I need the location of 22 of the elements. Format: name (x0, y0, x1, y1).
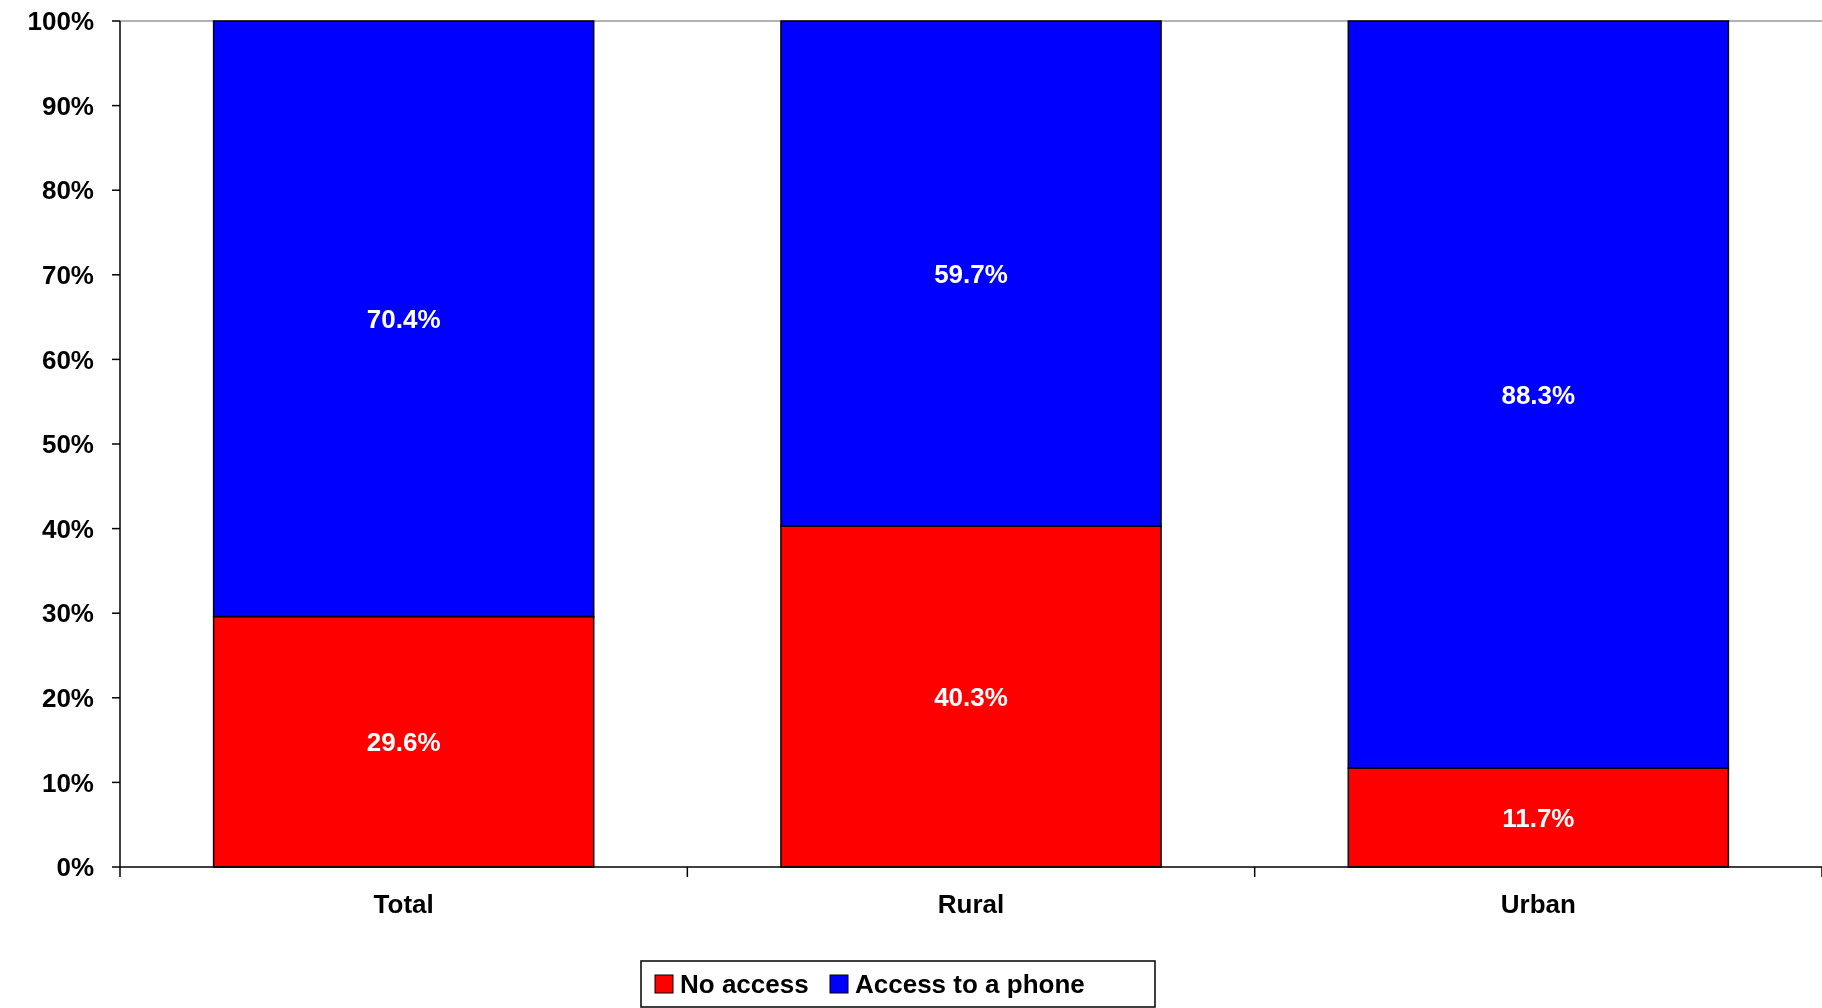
y-tick-label: 80% (41, 175, 94, 206)
text: 40.3% (934, 681, 1008, 712)
y-tick-label: 40% (41, 513, 94, 544)
y-tick-label: 10% (41, 767, 94, 798)
x-tick-label: Rural (937, 889, 1005, 919)
y-tick-label: 50% (41, 429, 94, 460)
text: 29.6% (366, 726, 441, 757)
y-tick-label: 30% (41, 598, 94, 629)
text: 70.4% (366, 303, 441, 334)
legend-label: Access to a phone (855, 969, 1085, 1000)
x-tick-label: Total (373, 889, 434, 919)
y-tick-label: 20% (41, 682, 94, 713)
text: 88.3% (1501, 379, 1576, 410)
y-tick-label: 0% (56, 852, 94, 883)
y-tick-label: 60% (41, 344, 94, 375)
text: 11.7% (1502, 802, 1575, 833)
y-tick-label: 70% (41, 259, 94, 290)
text: 59.7% (934, 258, 1008, 289)
y-tick-label: 100% (27, 6, 94, 37)
y-tick-label: 90% (41, 90, 94, 121)
x-tick-label: Urban (1500, 889, 1576, 919)
legend-label: No access (680, 969, 809, 1000)
